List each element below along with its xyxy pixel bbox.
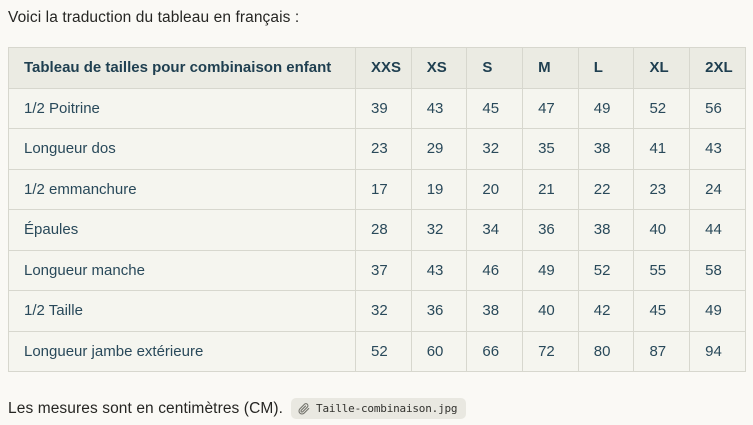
measurement-value-cell: 47 <box>522 87 579 129</box>
table-row: Longueur manche 37 43 46 49 52 55 58 <box>8 249 746 291</box>
measurement-value-cell: 24 <box>689 168 746 210</box>
measurement-label-cell: Longueur manche <box>8 249 356 291</box>
measurement-value-cell: 52 <box>355 330 412 372</box>
measurement-value-cell: 80 <box>577 330 635 372</box>
intro-text: Voici la traduction du tableau en frança… <box>8 9 300 26</box>
size-header-cell: L <box>577 47 635 89</box>
size-header-cell: M <box>522 47 579 89</box>
measurement-value-cell: 36 <box>410 290 468 332</box>
measurement-value-cell: 22 <box>577 168 635 210</box>
measurement-value-cell: 56 <box>689 87 746 129</box>
table-row: 1/2 emmanchure 17 19 20 21 22 23 24 <box>8 168 746 210</box>
table-row: Épaules 28 32 34 36 38 40 44 <box>8 209 746 251</box>
table-row: Longueur dos 23 29 32 35 38 41 43 <box>8 128 746 170</box>
measurement-label-cell: 1/2 Taille <box>8 290 356 332</box>
table-row: Longueur jambe extérieure 52 60 66 72 80 87 94 <box>8 330 746 372</box>
measurement-value-cell: 49 <box>577 87 635 129</box>
measurement-value-cell: 58 <box>689 249 746 291</box>
measurement-value-cell: 45 <box>633 290 691 332</box>
table-title-header-cell: Tableau de tailles pour combinaison enfa… <box>8 47 356 89</box>
measurement-value-cell: 32 <box>466 128 524 170</box>
measurement-label-cell: Longueur jambe extérieure <box>8 330 356 372</box>
measurement-value-cell: 52 <box>633 87 691 129</box>
measurement-value-cell: 32 <box>355 290 412 332</box>
size-header-cell: S <box>466 47 524 89</box>
measurement-value-cell: 28 <box>355 209 412 251</box>
size-chart-table: Tableau de tailles pour combinaison enfa… <box>8 47 746 372</box>
measurement-value-cell: 32 <box>410 209 468 251</box>
measurement-value-cell: 38 <box>577 128 635 170</box>
measurement-value-cell: 23 <box>633 168 691 210</box>
measurement-label-cell: 1/2 Poitrine <box>8 87 356 129</box>
measurement-value-cell: 43 <box>689 128 746 170</box>
measurement-value-cell: 45 <box>466 87 524 129</box>
table-row: 1/2 Taille 32 36 38 40 42 45 49 <box>8 290 746 332</box>
measurement-value-cell: 39 <box>355 87 412 129</box>
measurement-value-cell: 66 <box>466 330 524 372</box>
measurement-value-cell: 20 <box>466 168 524 210</box>
measurement-value-cell: 41 <box>633 128 691 170</box>
measurement-value-cell: 42 <box>577 290 635 332</box>
measurement-value-cell: 38 <box>577 209 635 251</box>
attachment-filename: Taille-combinaison.jpg <box>316 402 458 415</box>
measurement-value-cell: 37 <box>355 249 412 291</box>
measurement-value-cell: 94 <box>689 330 746 372</box>
measurement-value-cell: 52 <box>577 249 635 291</box>
footer-line: Les mesures sont en centimètres (CM). Ta… <box>8 398 745 419</box>
attachment-chip[interactable]: Taille-combinaison.jpg <box>291 398 467 419</box>
measurement-value-cell: 29 <box>410 128 468 170</box>
measurement-value-cell: 36 <box>522 209 579 251</box>
measurement-value-cell: 23 <box>355 128 412 170</box>
measurement-value-cell: 43 <box>410 249 468 291</box>
measurement-value-cell: 40 <box>633 209 691 251</box>
measurement-value-cell: 19 <box>410 168 468 210</box>
measurement-value-cell: 72 <box>522 330 579 372</box>
measurement-value-cell: 34 <box>466 209 524 251</box>
measurement-value-cell: 60 <box>410 330 468 372</box>
table-header-row: Tableau de tailles pour combinaison enfa… <box>8 47 746 89</box>
table-body: 1/2 Poitrine 39 43 45 47 49 52 56 Longueur dos 23… <box>8 87 746 372</box>
measurement-value-cell: 44 <box>689 209 746 251</box>
measurement-value-cell: 49 <box>689 290 746 332</box>
measurement-label-cell: Longueur dos <box>8 128 356 170</box>
measurement-label-cell: Épaules <box>8 209 356 251</box>
footer-text: Les mesures sont en centimètres (CM). <box>8 399 284 417</box>
size-header-cell: XL <box>633 47 691 89</box>
measurement-label-cell: 1/2 emmanchure <box>8 168 356 210</box>
paperclip-icon <box>298 402 310 415</box>
table-row: 1/2 Poitrine 39 43 45 47 49 52 56 <box>8 87 746 129</box>
measurement-value-cell: 21 <box>522 168 579 210</box>
measurement-value-cell: 87 <box>633 330 691 372</box>
measurement-value-cell: 55 <box>633 249 691 291</box>
size-header-cell: XS <box>410 47 468 89</box>
size-header-cell: 2XL <box>689 47 746 89</box>
measurement-value-cell: 40 <box>522 290 579 332</box>
size-header-cell: XXS <box>355 47 412 89</box>
measurement-value-cell: 35 <box>522 128 579 170</box>
measurement-value-cell: 46 <box>466 249 524 291</box>
measurement-value-cell: 38 <box>466 290 524 332</box>
measurement-value-cell: 43 <box>410 87 468 129</box>
measurement-value-cell: 17 <box>355 168 412 210</box>
measurement-value-cell: 49 <box>522 249 579 291</box>
